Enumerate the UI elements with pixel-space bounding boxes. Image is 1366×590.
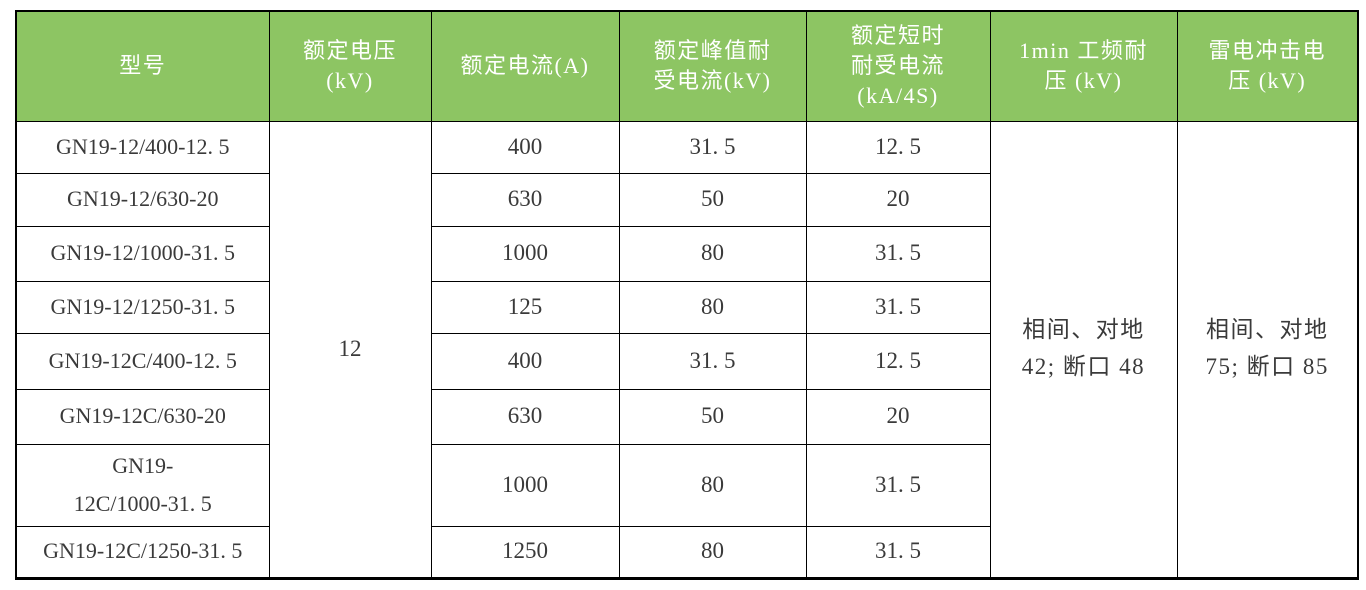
cell-short-time-current: 12. 5 xyxy=(805,120,991,174)
cell-peak-current: 31. 5 xyxy=(618,120,807,174)
switch-spec-table: 型号 额定电压 (kV) 额定电流(A) 额定峰值耐 受电流(kV) 额定短时 … xyxy=(15,10,1359,580)
cell-peak-current: 80 xyxy=(618,225,807,282)
cell-model: GN19-12/400-12. 5 xyxy=(15,120,270,174)
header-model: 型号 xyxy=(15,10,270,122)
cell-short-time-current: 31. 5 xyxy=(805,225,991,282)
header-rated-current: 额定电流(A) xyxy=(430,10,620,122)
header-peak-withstand-current: 额定峰值耐 受电流(kV) xyxy=(618,10,807,122)
cell-power-frequency-withstand-merged: 相间、对地 42; 断口 48 xyxy=(989,120,1178,579)
cell-short-time-current: 31. 5 xyxy=(805,525,991,579)
cell-peak-current: 50 xyxy=(618,172,807,227)
header-row: 型号 额定电压 (kV) 额定电流(A) 额定峰值耐 受电流(kV) 额定短时 … xyxy=(15,10,1359,122)
cell-model: GN19-12C/630-20 xyxy=(15,388,270,445)
cell-peak-current: 80 xyxy=(618,280,807,334)
cell-model: GN19-12C/400-12. 5 xyxy=(15,332,270,390)
cell-peak-current: 80 xyxy=(618,443,807,527)
header-short-time-withstand-current: 额定短时 耐受电流 (kA/4S) xyxy=(805,10,991,122)
cell-rated-current: 630 xyxy=(430,172,620,227)
table-row: GN19-12C/630-20 630 50 20 xyxy=(15,388,1358,445)
cell-rated-current: 1000 xyxy=(430,443,620,527)
table-row: GN19-12C/1250-31. 5 1250 80 31. 5 xyxy=(15,525,1358,579)
cell-rated-voltage-merged: 12 xyxy=(268,120,432,579)
table-row: GN19-12C/400-12. 5 400 31. 5 12. 5 xyxy=(15,332,1358,390)
table-row: GN19-12/630-20 630 50 20 xyxy=(15,172,1358,227)
table-row: GN19-12/1250-31. 5 125 80 31. 5 xyxy=(15,280,1358,334)
cell-model: GN19-12C/1250-31. 5 xyxy=(15,525,270,579)
cell-rated-current: 1250 xyxy=(430,525,620,579)
header-rated-voltage: 额定电压 (kV) xyxy=(268,10,432,122)
cell-model: GN19- 12C/1000-31. 5 xyxy=(15,443,270,527)
table-row: GN19-12/1000-31. 5 1000 80 31. 5 xyxy=(15,225,1358,282)
table-row: GN19-12/400-12. 5 12 400 31. 5 12. 5 相间、… xyxy=(15,120,1359,579)
cell-model: GN19-12/630-20 xyxy=(15,172,270,227)
cell-model: GN19-12/1250-31. 5 xyxy=(15,280,270,334)
cell-short-time-current: 31. 5 xyxy=(805,280,991,334)
cell-rated-current: 1000 xyxy=(430,225,620,282)
cell-peak-current: 31. 5 xyxy=(618,332,807,390)
cell-rated-current: 400 xyxy=(430,332,620,390)
cell-rated-current: 400 xyxy=(430,120,620,174)
cell-peak-current: 50 xyxy=(618,388,807,445)
cell-rated-current: 630 xyxy=(430,388,620,445)
header-lightning-impulse-voltage: 雷电冲击电 压 (kV) xyxy=(1176,10,1359,122)
cell-short-time-current: 31. 5 xyxy=(805,443,991,527)
header-power-frequency-withstand-voltage: 1min 工频耐 压 (kV) xyxy=(989,10,1178,122)
cell-lightning-impulse-merged: 相间、对地 75; 断口 85 xyxy=(1176,120,1359,579)
cell-short-time-current: 12. 5 xyxy=(805,332,991,390)
cell-peak-current: 80 xyxy=(618,525,807,579)
cell-rated-current: 125 xyxy=(430,280,620,334)
cell-short-time-current: 20 xyxy=(805,388,991,445)
cell-model: GN19-12/1000-31. 5 xyxy=(15,225,270,282)
cell-short-time-current: 20 xyxy=(805,172,991,227)
table-row: GN19- 12C/1000-31. 5 1000 80 31. 5 xyxy=(15,443,1358,527)
